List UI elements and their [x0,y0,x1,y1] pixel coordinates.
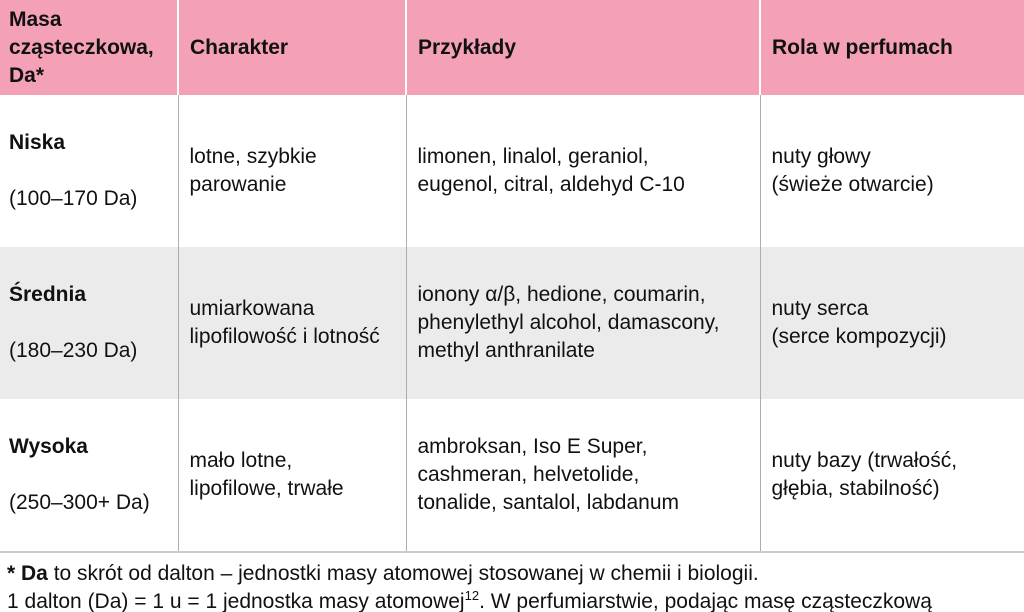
header-cell-charakter: Charakter [178,0,407,95]
cell-charakter: mało lotne, lipofilowe, trwałe [178,399,407,553]
mass-range: (250–300+ Da) [9,491,150,514]
footnote-line-2-text: 1 dalton (Da) = 1 u = 1 jednostka masy a… [7,590,465,612]
header-cell-masa: Masa cząsteczkowa, Da* [0,0,179,95]
mass-range: (180–230 Da) [9,339,138,362]
cell-mass: Wysoka (250–300+ Da) [0,399,179,553]
mass-name: Średnia [9,283,87,306]
mass-range: (100–170 Da) [9,187,138,210]
cell-charakter: umiarkowana lipofilowość i lotność [178,247,407,399]
cell-przyklady: ionony α/β, hedione, coumarin, phenyleth… [406,247,761,399]
cell-charakter: lotne, szybkie parowanie [178,95,407,247]
mass-name: Wysoka [9,435,88,458]
table-header-row: Masa cząsteczkowa, Da* Charakter Przykła… [0,0,1024,95]
cell-przyklady: limonen, linalol, geraniol, eugenol, cit… [406,95,761,247]
footnote-line-2-continuation: . W perfumiarstwie, podając masę cząstec… [479,590,932,612]
cell-rola: nuty bazy (trwałość, głębia, stabilność) [760,399,1024,553]
mass-name: Niska [9,131,66,154]
table-row-niska: Niska (100–170 Da) lotne, szybkie parowa… [0,95,1024,247]
molecular-mass-table: Masa cząsteczkowa, Da* Charakter Przykła… [0,0,1024,553]
footnote-line-2: 1 dalton (Da) = 1 u = 1 jednostka masy a… [7,588,1017,612]
table-row-wysoka: Wysoka (250–300+ Da) mało lotne, lipofil… [0,399,1024,553]
footnote-reference-superscript: 12 [464,588,480,603]
footnote-line-1: * Da to skrót od dalton – jednostki masy… [7,560,1017,588]
cell-mass: Niska (100–170 Da) [0,95,179,247]
header-cell-przyklady: Przykłady [406,0,761,95]
footnote: * Da to skrót od dalton – jednostki masy… [0,553,1024,612]
cell-rola: nuty serca (serce kompozycji) [771,297,947,348]
footnote-asterisk-da: * Da [7,562,48,585]
header-cell-rola: Rola w perfumach [760,0,1024,95]
footnote-line-1-text: to skrót od dalton – jednostki masy atom… [47,562,759,585]
cell-mass: Średnia (180–230 Da) [0,247,179,399]
cell-rola: nuty głowy (świeże otwarcie) [771,145,934,196]
table-row-srednia: Średnia (180–230 Da) umiarkowana lipofil… [0,247,1024,399]
cell-przyklady: ambroksan, Iso E Super, cashmeran, helve… [406,399,761,553]
